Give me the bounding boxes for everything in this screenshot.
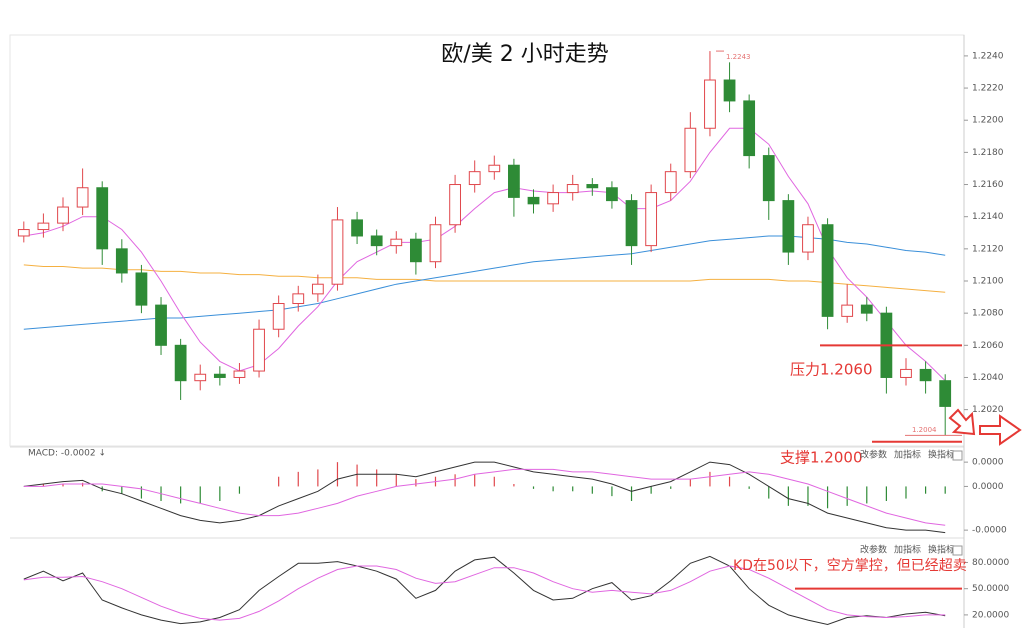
indicator-button[interactable]: 改参数 [860, 449, 887, 461]
candle-body [802, 224, 814, 253]
y-tick-label: 20.0000 [972, 610, 1009, 620]
candle-body [821, 224, 834, 317]
candle-body [37, 222, 50, 231]
candle-body [292, 293, 305, 305]
y-tick-label: 1.2160 [972, 180, 1004, 190]
y-tick-label: 0.0000 [972, 458, 1004, 468]
candle-body [390, 238, 403, 247]
indicator-header: MACD: -0.0002 ↓ [28, 449, 106, 459]
candle-body [155, 304, 167, 346]
candle-body [508, 164, 520, 198]
indicator-button[interactable]: 换指标 [928, 449, 955, 461]
candle-body [272, 303, 285, 330]
y-tick-label: 1.2020 [972, 405, 1004, 415]
candle-body [704, 79, 716, 129]
candle-body [409, 238, 422, 263]
candle-body [76, 187, 89, 208]
candle-body [586, 184, 599, 189]
y-tick-label: 1.2040 [972, 373, 1004, 383]
candle-body [449, 184, 461, 226]
y-tick-label: 1.2220 [972, 84, 1004, 94]
candle-body [743, 100, 756, 157]
candle-body [194, 373, 207, 382]
candle-body [860, 304, 873, 314]
candle-body [351, 219, 363, 237]
y-tick-label: 1.2200 [972, 116, 1004, 126]
annotation-text: KD在50以下，空方掌控，但已经超卖 [733, 558, 967, 574]
y-tick-label: 1.2120 [972, 244, 1004, 254]
candle-body [233, 370, 246, 378]
close-button[interactable] [952, 450, 963, 461]
arrow-icon [979, 414, 1022, 446]
candle-body [135, 272, 148, 306]
indicator-line [23, 565, 946, 621]
annotation-text: 1.2243 [726, 53, 751, 61]
annotation-text: 1.2004 [912, 426, 937, 434]
indicator-line [23, 461, 946, 534]
candle-body [17, 229, 30, 237]
indicator-line [23, 127, 946, 382]
indicator-line [23, 555, 946, 626]
candle-body [841, 304, 854, 317]
candle-body [664, 171, 677, 194]
candle-body [429, 224, 442, 263]
y-tick-label: 1.2240 [972, 51, 1004, 61]
candle-body [939, 380, 952, 407]
y-tick-label: 1.2100 [972, 277, 1004, 287]
indicator-line [23, 264, 946, 293]
candle-body [900, 368, 912, 378]
candle-body [645, 192, 658, 247]
y-tick-label: 1.2140 [972, 212, 1004, 222]
annotation-text: 支撑1.2000 [780, 449, 863, 467]
candle-body [684, 127, 697, 173]
y-tick-label: 1.2060 [972, 341, 1004, 351]
chart-title: 欧/美 2 小时走势 [441, 42, 608, 67]
indicator-line [23, 468, 946, 526]
indicator-button[interactable]: 改参数 [860, 544, 887, 556]
y-tick-label: 1.2080 [972, 309, 1004, 319]
candle-body [488, 164, 501, 173]
y-tick-label: 0.0000 [972, 482, 1004, 492]
candle-body [547, 192, 560, 205]
candle-body [782, 200, 795, 253]
candle-body [96, 187, 109, 250]
y-tick-label: 1.2180 [972, 148, 1004, 158]
candle-body [253, 328, 265, 372]
candle-body [606, 187, 618, 202]
candle-body [625, 200, 638, 247]
candle-body [762, 155, 775, 202]
annotation-text: 压力1.2060 [790, 361, 873, 379]
candle-body [115, 248, 128, 274]
candle-body [370, 235, 383, 247]
candle-body [919, 368, 932, 382]
candle-body [213, 373, 226, 378]
candle-body [57, 206, 69, 224]
candle-body [311, 283, 324, 295]
indicator-button[interactable]: 加指标 [894, 544, 921, 556]
y-tick-label: 50.0000 [972, 584, 1009, 594]
arrow-icon [948, 408, 976, 436]
indicator-button[interactable]: 换指标 [928, 544, 955, 556]
candle-body [527, 196, 540, 205]
close-button[interactable] [952, 545, 963, 556]
candle-body [174, 344, 187, 382]
candle-body [566, 184, 579, 194]
y-tick-label: -0.0000 [972, 526, 1007, 536]
candle-body [468, 171, 481, 186]
indicator-button[interactable]: 加指标 [894, 449, 921, 461]
candle-body [723, 79, 736, 102]
candle-body [331, 219, 344, 285]
y-tick-label: 80.0000 [972, 558, 1009, 568]
